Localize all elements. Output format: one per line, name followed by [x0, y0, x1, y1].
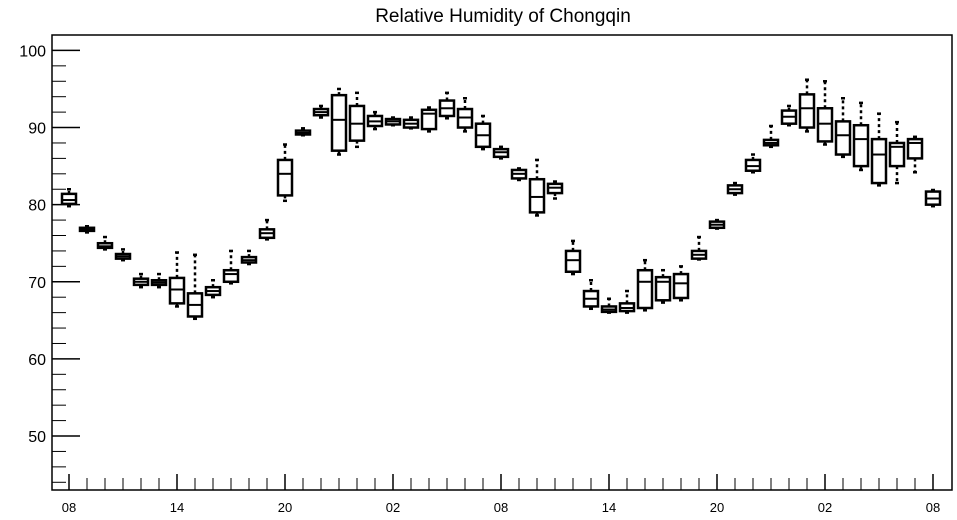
- box-iqr: [654, 275, 672, 302]
- box-hour-12: [276, 143, 294, 203]
- box-hour-8: [204, 278, 222, 299]
- box-hour-19: [402, 116, 420, 130]
- box-iqr: [276, 158, 294, 197]
- x-tick-label: 02: [386, 500, 400, 515]
- box-hour-15: [330, 87, 348, 156]
- box-hour-13: [294, 127, 312, 137]
- box-hour-46: [888, 120, 906, 185]
- x-tick-label: 02: [818, 500, 832, 515]
- box-hour-11: [258, 218, 276, 241]
- boxes: [60, 78, 942, 321]
- box-iqr: [798, 93, 816, 129]
- box-hour-32: [636, 258, 654, 312]
- box-hour-47: [906, 135, 924, 174]
- box-hour-22: [456, 96, 474, 133]
- box-hour-7: [186, 253, 204, 321]
- box-iqr: [528, 177, 546, 214]
- box-iqr: [564, 249, 582, 274]
- box-iqr: [168, 276, 186, 305]
- box-iqr: [636, 268, 654, 310]
- box-hour-24: [492, 145, 510, 160]
- box-hour-37: [726, 181, 744, 196]
- box-hour-1: [78, 225, 96, 234]
- box-hour-27: [546, 180, 564, 200]
- box-hour-29: [582, 278, 600, 311]
- box-iqr: [888, 141, 906, 168]
- box-hour-20: [420, 106, 438, 133]
- box-hour-41: [798, 78, 816, 133]
- box-iqr: [60, 192, 78, 206]
- box-hour-26: [528, 158, 546, 217]
- x-tick-label: 14: [170, 500, 184, 515]
- box-hour-9: [222, 249, 240, 285]
- box-hour-31: [618, 289, 636, 314]
- x-tick-label: 20: [710, 500, 724, 515]
- box-hour-28: [564, 239, 582, 276]
- box-hour-39: [762, 124, 780, 149]
- box-hour-40: [780, 104, 798, 127]
- box-hour-14: [312, 104, 330, 119]
- x-tick-label: 14: [602, 500, 616, 515]
- box-hour-21: [438, 91, 456, 120]
- box-hour-30: [600, 297, 618, 314]
- y-tick-label: 100: [19, 43, 46, 60]
- box-hour-16: [348, 91, 366, 149]
- x-tick-label: 08: [926, 500, 940, 515]
- box-hour-5: [150, 272, 168, 289]
- box-hour-23: [474, 114, 492, 151]
- y-tick-label: 50: [28, 429, 46, 446]
- box-hour-3: [114, 248, 132, 262]
- axes: 50 60 70 80 90 100 08 14 20 02 08 14 20 02 08: [19, 34, 953, 515]
- box-iqr: [672, 272, 690, 300]
- box-hour-36: [708, 218, 726, 230]
- x-tick-label: 20: [278, 500, 292, 515]
- box-hour-10: [240, 249, 258, 266]
- x-tick-label: 08: [62, 500, 76, 515]
- box-hour-42: [816, 80, 834, 146]
- box-hour-34: [672, 265, 690, 302]
- box-hour-18: [384, 116, 402, 127]
- box-iqr: [330, 93, 348, 152]
- box-hour-0: [60, 187, 78, 208]
- y-tick-label: 70: [28, 275, 46, 292]
- y-tick-label: 80: [28, 198, 46, 215]
- box-hour-25: [510, 167, 528, 182]
- y-tick-label: 90: [28, 121, 46, 138]
- box-hour-2: [96, 235, 114, 251]
- plot-frame: [51, 34, 953, 491]
- box-hour-45: [870, 112, 888, 187]
- box-hour-33: [654, 268, 672, 304]
- y-tick-label: 60: [28, 352, 46, 369]
- box-hour-6: [168, 251, 186, 308]
- box-hour-35: [690, 235, 708, 261]
- box-iqr: [834, 120, 852, 156]
- chart-title: Relative Humidity of Chongqin: [375, 6, 631, 27]
- box-hour-48: [924, 188, 942, 208]
- box-hour-4: [132, 272, 150, 289]
- box-iqr: [852, 123, 870, 168]
- box-hour-43: [834, 96, 852, 159]
- box-iqr: [222, 268, 240, 284]
- box-hour-17: [366, 110, 384, 131]
- box-hour-38: [744, 153, 762, 174]
- x-tick-label: 08: [494, 500, 508, 515]
- box-hour-44: [852, 101, 870, 172]
- box-iqr: [816, 107, 834, 143]
- box-iqr: [870, 137, 888, 185]
